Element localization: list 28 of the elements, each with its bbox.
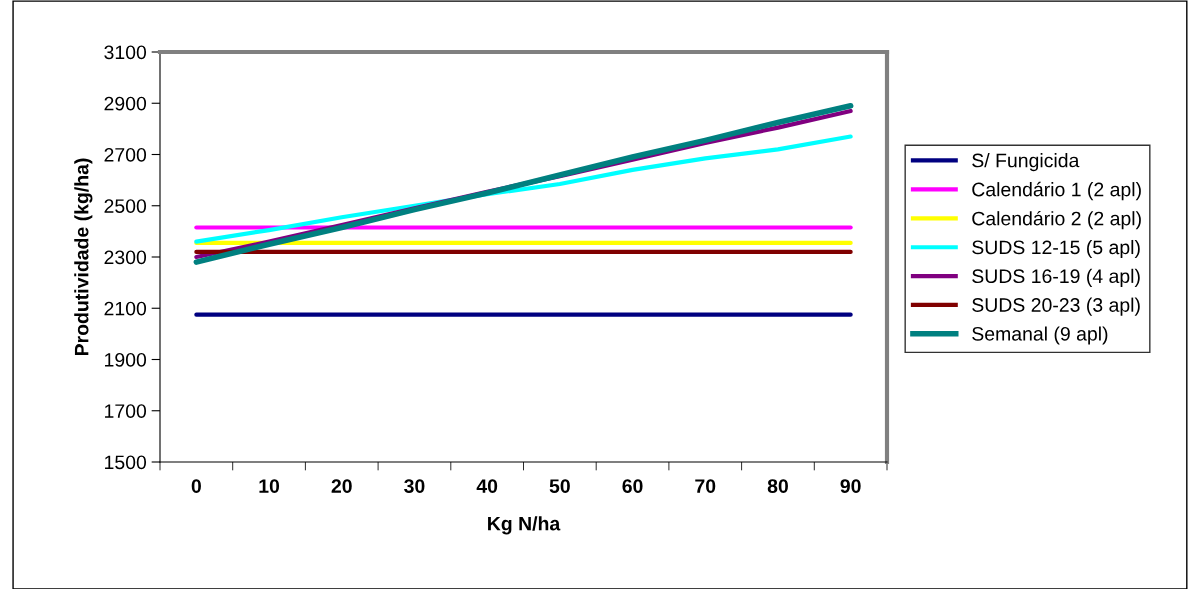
x-tick-label: 0: [191, 479, 201, 493]
legend-label: Semanal (9 apl): [972, 326, 1108, 345]
y-tick-label: 1500: [105, 455, 147, 470]
y-tick-label: 2100: [104, 301, 147, 316]
x-tick-label: 20: [331, 479, 352, 493]
x-axis-title: Kg N/ha: [488, 516, 561, 535]
y-tick-label: 1900: [105, 352, 147, 367]
x-tick-label: 40: [476, 479, 498, 493]
y-tick-label: 2300: [104, 250, 147, 265]
y-tick-label: 1700: [105, 404, 147, 418]
legend-label: SUDS 16-19 (4 apl): [972, 268, 1140, 287]
x-tick-label: 70: [695, 479, 716, 493]
x-tick-label: 50: [549, 479, 570, 493]
legend-label: SUDS 20-23 (3 apl): [972, 297, 1140, 316]
y-axis-title: Produtividade (kg/ha): [74, 158, 93, 356]
x-tick-label: 30: [404, 479, 425, 493]
x-tick-label: 80: [767, 479, 788, 493]
legend-label: Calendário 2 (2 apl): [972, 210, 1141, 230]
legend-label: SUDS 12-15 (5 apl): [972, 239, 1140, 259]
y-tick-label: 2500: [104, 199, 147, 213]
y-tick-label: 2900: [104, 96, 147, 111]
x-tick-label: 60: [622, 479, 643, 493]
x-tick-label: 90: [840, 479, 861, 493]
legend-label: S/ Fungicida: [972, 153, 1080, 172]
y-tick-label: 2700: [104, 147, 147, 162]
x-tick-label: 10: [259, 479, 280, 493]
legend-label: Calendário 1 (2 apl): [972, 181, 1141, 201]
y-tick-label: 3100: [104, 45, 147, 60]
